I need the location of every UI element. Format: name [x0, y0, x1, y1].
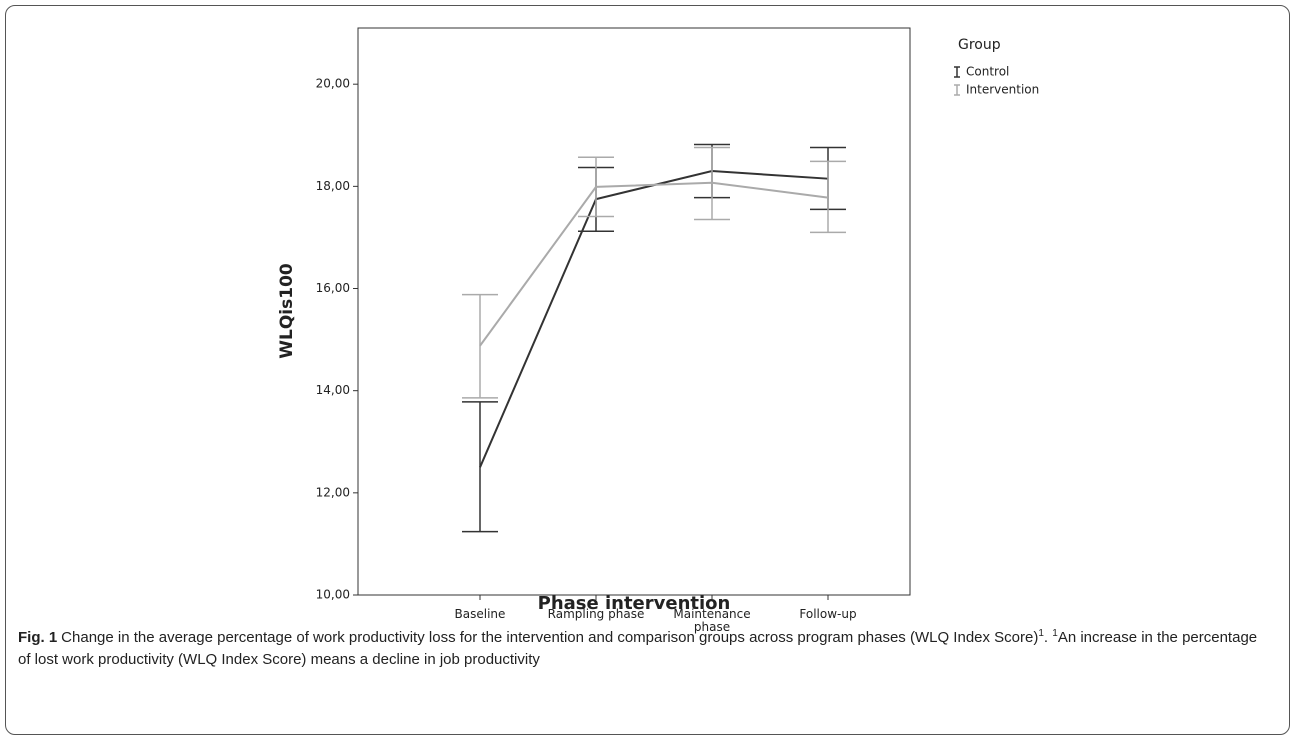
y-tick-label: 18,00 — [316, 179, 350, 193]
y-tick-label: 20,00 — [316, 77, 350, 91]
chart: Group WLQis100 Phase intervention 10,00 1… — [277, 27, 1039, 614]
y-tick-label: 14,00 — [316, 383, 350, 397]
x-tick-label: Follow-up — [799, 607, 857, 621]
series-line — [479, 181, 829, 347]
figure-frame — [5, 5, 1290, 735]
error-bar — [462, 401, 498, 533]
caption-note: An increase in the percentage of lost wo… — [18, 629, 1258, 668]
y-tick-label: 12,00 — [316, 485, 350, 499]
series-line — [479, 170, 829, 468]
legend-label: Control — [966, 65, 1009, 79]
y-tick-label: 10,00 — [316, 588, 350, 602]
x-axis-title: Phase intervention — [538, 593, 731, 614]
legend-label: Intervention — [966, 83, 1039, 97]
y-axis-title: WLQis100 — [277, 263, 297, 359]
x-tick-label: Maintenance phase — [673, 607, 751, 634]
y-tick-label: 16,00 — [316, 281, 350, 295]
note-marker: 1 — [1052, 628, 1058, 639]
caption-ref: 1 — [1038, 628, 1044, 639]
error-bar — [694, 146, 730, 221]
error-bar — [462, 293, 498, 399]
error-bar — [810, 160, 846, 234]
error-bar — [578, 156, 614, 218]
caption-punct: . — [1043, 629, 1049, 646]
caption-label: Fig. 1 — [18, 629, 58, 646]
caption: Fig. 1 Change in the average percentage o… — [18, 627, 1273, 671]
x-tick-label: Rampling phase — [547, 607, 645, 621]
plot-frame — [357, 27, 911, 596]
caption-text: Change in the average percentage of work… — [61, 629, 1039, 646]
legend-title: Group — [958, 37, 1001, 53]
x-tick-label: Baseline — [454, 607, 506, 621]
